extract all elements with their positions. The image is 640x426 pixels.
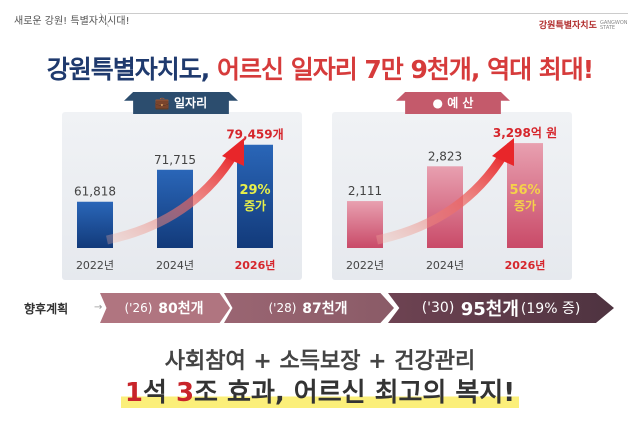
arrow-right-icon: → <box>94 302 103 313</box>
headline-line: 1석 3조 효과, 어르신 최고의 복지! <box>0 372 640 409</box>
text-1: 석 <box>142 378 176 408</box>
value-label: 79,459개 <box>226 128 283 142</box>
year-label: 2024년 <box>426 259 464 272</box>
num-3: 3 <box>175 378 195 408</box>
growth-label: 증가 <box>244 198 266 213</box>
plan-year: ('30) <box>421 300 455 316</box>
jobs-chart: 61,818 2022년 71,715 2024년 79,459개 2026년 29%증가 <box>74 128 284 272</box>
year-label: 2024년 <box>156 259 194 272</box>
jobs-panel: 61,818 2022년 71,715 2024년 79,459개 2026년 29% 증가 <box>62 112 302 280</box>
plan-label: 향후계획 <box>24 302 69 316</box>
plan-year: ('28) <box>268 301 297 315</box>
logo-sub: GANGWON STATE <box>600 19 628 31</box>
page-title: 강원특별자치도, 어르신 일자리 7만 9천개, 역대 최대! <box>0 50 640 86</box>
budget-tab-label: 예 산 <box>447 96 474 110</box>
coin-icon: ● <box>432 96 444 110</box>
plan-value: 95천개 <box>460 299 519 320</box>
growth-arrow <box>376 151 508 245</box>
growth-arrow <box>106 151 238 245</box>
logo: 강원특별자치도 GANGWON STATE <box>538 18 628 31</box>
value-label: 2,823 <box>428 149 462 163</box>
budget-chart: 2,111 2022년 2,823 2024년 3,298억 원 2026년 56%증가 <box>346 126 557 272</box>
text-2: 조 효과, 어르신 최고의 복지! <box>194 378 516 408</box>
arrowhead-icon <box>492 138 514 166</box>
logo-text: 강원특별자치도 <box>538 21 597 31</box>
growth-percent: 56% <box>509 183 540 198</box>
budget-tab: ● 예 산 <box>396 92 510 114</box>
value-label: 61,818 <box>74 185 116 199</box>
year-label: 2022년 <box>346 259 384 272</box>
value-label: 3,298억 원 <box>493 126 557 140</box>
divider <box>108 13 628 14</box>
jobs-tab-label: 일자리 <box>174 96 208 110</box>
title-part1: 강원특별자치도, <box>46 55 210 84</box>
plan-step-2026: ('26) 80천개 <box>100 293 230 323</box>
title-part2: 어르신 일자리 7만 9천개, 역대 최대! <box>217 55 594 84</box>
slogan: 새로운 강원! 특별자치시대! <box>14 16 130 27</box>
growth-percent: 29% <box>239 183 270 198</box>
arrowhead-icon <box>222 138 244 166</box>
plan-value: 80천개 <box>158 301 204 317</box>
budget-panel: 2,111 2022년 2,823 2024년 3,298억 원 2026년 56% 증가 <box>332 112 572 280</box>
jobs-tab: 💼 일자리 <box>124 92 238 114</box>
value-label: 2,111 <box>348 184 382 198</box>
briefcase-icon: 💼 <box>154 96 170 110</box>
plan-step-2030: ('30) 95천개 (19% 증) <box>388 293 614 323</box>
bar <box>347 201 383 248</box>
plan-step-2028: ('28) 87천개 <box>224 293 394 323</box>
year-label: 2026년 <box>235 258 276 272</box>
year-label: 2026년 <box>505 258 546 272</box>
value-label: 71,715 <box>154 153 196 167</box>
plan-year: ('26) <box>124 301 153 315</box>
year-label: 2022년 <box>76 259 114 272</box>
plan-value: 87천개 <box>302 301 348 317</box>
summary-line: 사회참여 + 소득보장 + 건강관리 <box>164 349 476 374</box>
plan-extra: (19% 증) <box>520 301 581 317</box>
bar <box>77 201 113 248</box>
num-1: 1 <box>124 378 143 408</box>
growth-label: 증가 <box>514 198 536 213</box>
